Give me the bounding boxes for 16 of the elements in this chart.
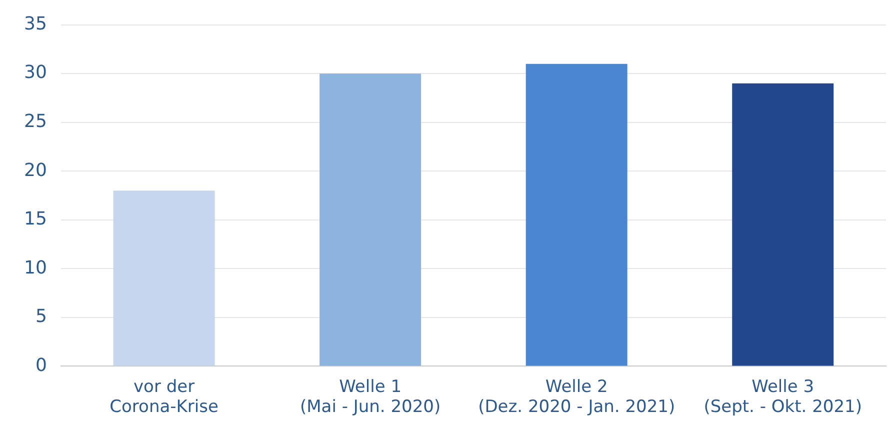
y-tick-label: 5 [35, 306, 47, 328]
x-tick-label: vor der Corona-Krise [110, 376, 218, 418]
bar [526, 64, 628, 366]
x-tick-label: Welle 1 (Mai - Jun. 2020) [300, 376, 441, 418]
x-tick-label: Welle 2 (Dez. 2020 - Jan. 2021) [478, 376, 676, 418]
y-tick-label: 35 [24, 13, 47, 34]
y-tick-label: 25 [24, 111, 47, 132]
bar [320, 74, 422, 366]
y-tick-label: 30 [24, 62, 47, 84]
y-tick-label: 0 [35, 354, 47, 376]
x-tick-label: Welle 3 (Sept. - Okt. 2021) [704, 376, 862, 418]
bar [732, 83, 834, 366]
bar [113, 190, 215, 366]
y-tick-label: 15 [24, 208, 47, 230]
y-tick-label: 10 [24, 257, 47, 278]
y-tick-label: 20 [24, 160, 47, 181]
